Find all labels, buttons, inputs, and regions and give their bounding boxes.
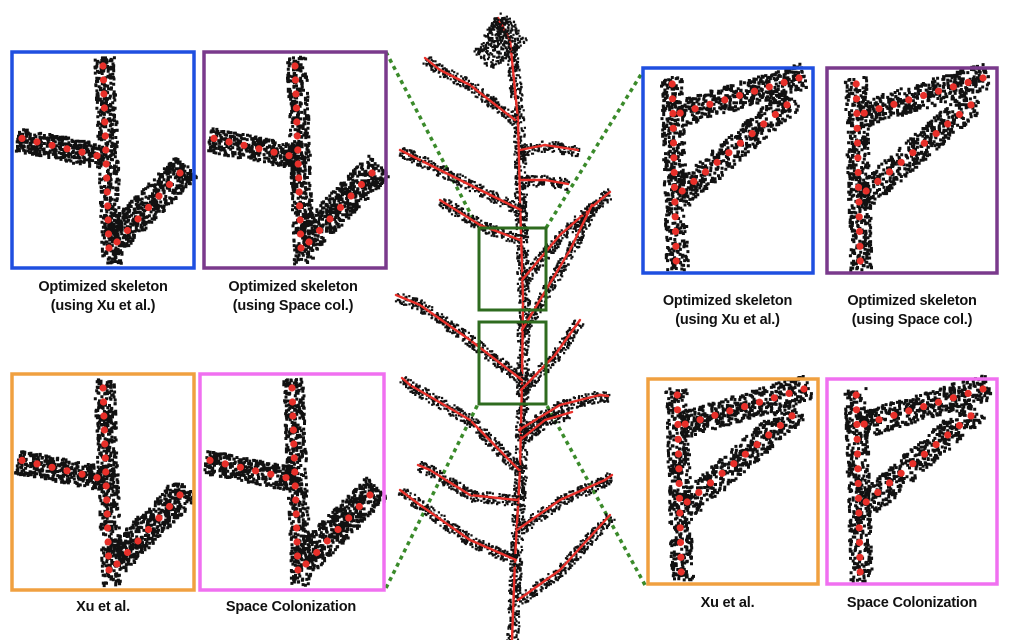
panel-br1 [646, 375, 820, 586]
panel-bl2 [198, 372, 387, 592]
connector-line-0 [384, 51, 480, 229]
panel-border-tl1 [10, 50, 196, 270]
caption-bl2: Space Colonization [225, 599, 357, 615]
caption-tl2: Optimized skeleton (using Space col.) [228, 279, 358, 314]
panel-tr2 [825, 63, 999, 275]
caption-tl1: Optimized skeleton (using Xu et al.) [38, 279, 168, 314]
panel-border-br2 [825, 377, 999, 586]
caption-bl1: Xu et al. [76, 599, 130, 615]
zoom-boxes [477, 226, 548, 406]
plant-point-cloud [394, 12, 616, 640]
panel-border-bl2 [198, 372, 386, 592]
panel-tl1 [10, 50, 198, 270]
connector-line-3 [544, 403, 647, 586]
panel-border-bl1 [10, 372, 196, 592]
panel-border-tr1 [641, 66, 815, 275]
caption-br2: Space Colonization [846, 595, 978, 611]
panel-border-tl2 [202, 50, 388, 270]
caption-tr2: Optimized skeleton (using Space col.) [847, 293, 977, 328]
zoom-box-lower [477, 320, 548, 406]
connector-line-1 [384, 403, 480, 589]
panel-border-tr2 [825, 66, 999, 275]
panel-tr1 [641, 62, 815, 275]
zoom-connector-lines [384, 51, 647, 589]
panel-bl1 [10, 372, 196, 592]
caption-br1: Xu et al. [700, 595, 755, 611]
zoom-box-upper [477, 226, 548, 312]
panel-tl2 [202, 50, 390, 270]
panel-br2 [825, 374, 999, 586]
panel-border-br1 [646, 377, 820, 586]
caption-tr1: Optimized skeleton (using Xu et al.) [662, 293, 793, 328]
detail-panels [10, 50, 999, 592]
